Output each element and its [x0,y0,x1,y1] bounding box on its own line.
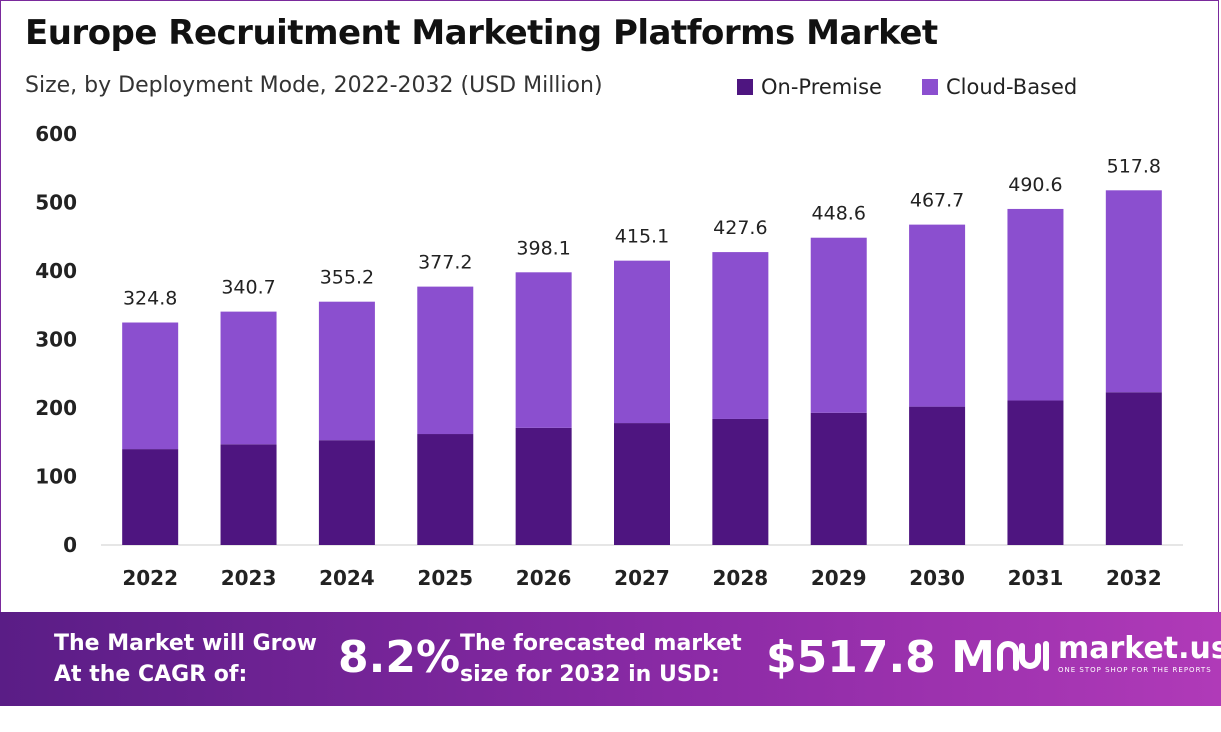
x-tick-label: 2029 [811,566,867,590]
brand-name: market.us [1058,631,1221,666]
y-tick-label: 500 [35,191,77,215]
bar-cloud-based [1105,190,1162,393]
bar-cloud-based [417,286,474,435]
chart-subtitle: Size, by Deployment Mode, 2022-2032 (USD… [25,73,603,98]
bar-cloud-based [810,237,867,413]
legend-item-cloud-based: Cloud-Based [921,75,1078,99]
legend-swatch-on-premise [737,79,753,95]
x-tick-label: 2026 [516,566,572,590]
bar-total-label: 324.8 [123,288,177,310]
market-us-logo-icon [997,641,1049,671]
bar-total-label: 377.2 [418,252,472,274]
bar-on-premise [515,427,572,545]
y-tick-label: 100 [35,465,77,489]
brand-tagline: ONE STOP SHOP FOR THE REPORTS [1058,666,1212,674]
bar-total-label: 340.7 [221,277,275,299]
x-tick-label: 2028 [713,566,769,590]
bar-cloud-based [220,311,277,445]
x-tick-label: 2031 [1008,566,1064,590]
bar-cloud-based [614,260,670,424]
bar-total-label: 415.1 [615,226,669,248]
forecast-label: The forecasted market size for 2032 in U… [460,631,742,687]
bar-cloud-based [1007,208,1064,401]
y-tick-label: 300 [35,328,77,352]
bar-cloud-based [712,252,769,419]
bar-total-label: 490.6 [1008,174,1062,196]
bar-on-premise [122,449,179,545]
y-tick-label: 0 [63,533,77,557]
y-tick-label: 400 [35,259,77,283]
x-tick-label: 2025 [417,566,473,590]
bar-cloud-based [318,301,375,441]
x-tick-label: 2023 [221,566,277,590]
bar-total-label: 398.1 [516,237,570,259]
bar-total-label: 517.8 [1107,155,1161,177]
x-tick-label: 2030 [909,566,965,590]
y-tick-label: 200 [35,396,77,420]
x-tick-label: 2022 [122,566,178,590]
bar-cloud-based [515,272,572,428]
bar-total-label: 355.2 [320,267,374,289]
bar-chart: 0 100 200 300 400 500 600 324.8 2022 340.7 2023 355… [35,122,1183,590]
legend-label-on-premise: On-Premise [761,75,882,99]
brand-logo: market.us ONE STOP SHOP FOR THE REPORTS [996,634,1221,674]
bar-on-premise [220,444,277,545]
bar-on-premise [909,406,966,545]
bar-on-premise [417,434,474,545]
x-tick-label: 2032 [1106,566,1162,590]
bar-on-premise [1007,400,1064,545]
cagr-label: The Market will Grow At the CAGR of: [54,631,317,687]
bar-total-label: 427.6 [713,217,767,239]
cagr-value: 8.2% [338,632,461,683]
chart-frame: Europe Recruitment Marketing Platforms M… [0,0,1219,706]
forecast-value: $517.8 M [766,632,995,683]
legend-item-on-premise: On-Premise [737,75,882,99]
y-tick-label: 600 [35,122,77,146]
bar-total-label: 448.6 [812,203,866,225]
chart-legend: On-Premise Cloud-Based [737,75,1077,99]
footer-banner: The Market will Grow At the CAGR of: 8.2… [0,612,1221,706]
x-tick-label: 2027 [614,566,670,590]
bar-on-premise [614,423,670,545]
bar-cloud-based [909,224,966,407]
legend-label-cloud-based: Cloud-Based [945,75,1078,99]
bar-on-premise [1105,392,1162,545]
legend-swatch-cloud-based [921,79,938,95]
chart-title: Europe Recruitment Marketing Platforms M… [25,13,938,53]
bar-on-premise [712,418,769,545]
x-tick-label: 2024 [319,566,375,590]
bar-total-label: 467.7 [910,190,964,212]
bar-on-premise [318,440,375,545]
bar-on-premise [810,412,867,545]
bar-cloud-based [122,322,179,450]
